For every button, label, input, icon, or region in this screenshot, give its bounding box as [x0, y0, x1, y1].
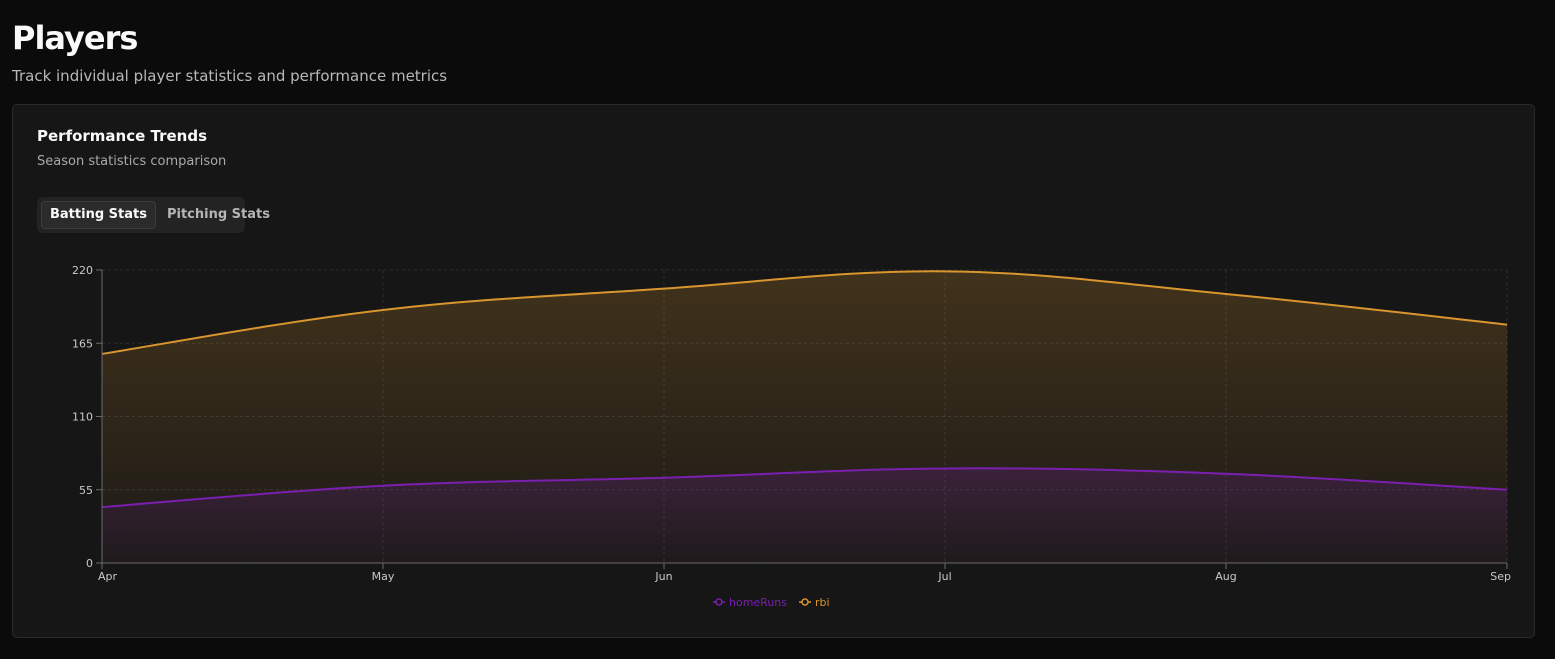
- y-tick-label: 220: [72, 264, 93, 277]
- y-tick-label: 0: [86, 557, 93, 570]
- y-tick-label: 55: [79, 484, 93, 497]
- card-title: Performance Trends: [37, 127, 208, 145]
- performance-area-chart: 0 55 110 165 220 Apr May Jun Jul Aug Sep homeRuns rb…: [72, 264, 1511, 609]
- legend-label-homeRuns: homeRuns: [729, 596, 787, 609]
- series-line-rbi: [101, 270, 1508, 355]
- card-description: Season statistics comparison: [37, 154, 227, 169]
- x-tick-label: May: [372, 570, 395, 583]
- series-line-homeRuns: [101, 467, 1508, 509]
- y-tick-label: 110: [72, 411, 93, 424]
- page-header: Players Track individual player statisti…: [12, 16, 447, 88]
- x-tick-label: Sep: [1490, 570, 1511, 583]
- stats-tabs: Batting Stats Pitching Stats: [37, 197, 270, 233]
- tab-pitching-stats[interactable]: Pitching Stats: [166, 207, 270, 222]
- legend-label-rbi: rbi: [815, 596, 830, 609]
- tab-batting-stats[interactable]: Batting Stats: [41, 201, 156, 229]
- page-title: Players: [12, 19, 138, 57]
- y-tick-label: 165: [72, 337, 93, 350]
- legend-marker-homeRuns: [715, 598, 723, 606]
- x-tick-label: Jul: [937, 570, 951, 583]
- x-tick-label: Apr: [98, 570, 118, 583]
- series-area-homeRuns: [102, 468, 1507, 563]
- x-tick-label: Jun: [654, 570, 672, 583]
- page-subtitle: Track individual player statistics and p…: [12, 67, 448, 85]
- performance-trends-card: Performance Trends Season statistics com…: [12, 104, 1535, 638]
- legend-marker-rbi: [801, 598, 809, 606]
- x-tick-label: Aug: [1215, 570, 1236, 583]
